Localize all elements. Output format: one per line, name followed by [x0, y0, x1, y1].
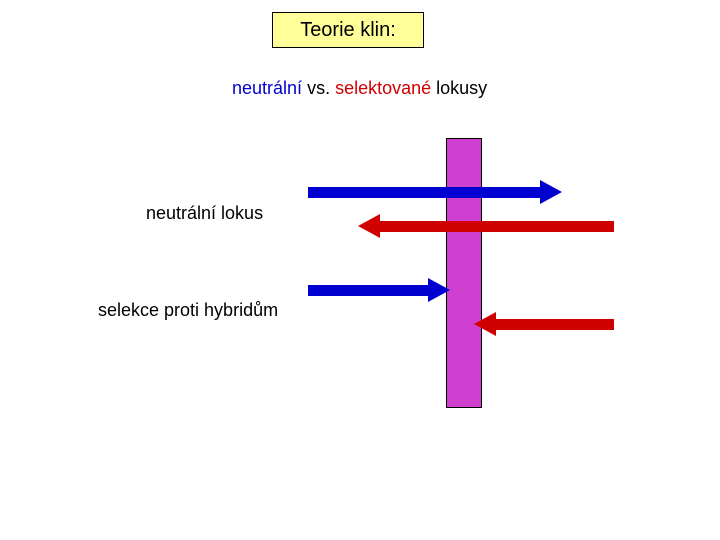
- subtitle-run: lokusy: [431, 78, 487, 98]
- arrow-head: [428, 278, 450, 302]
- arrow-shaft: [380, 221, 614, 232]
- arrow-head: [474, 312, 496, 336]
- label-selection: selekce proti hybridům: [98, 300, 278, 321]
- arrow-shaft: [308, 285, 428, 296]
- title-text: Teorie klin:: [300, 19, 396, 42]
- subtitle: neutrální vs. selektované lokusy: [232, 78, 487, 99]
- diagram-stage: Teorie klin: neutrální vs. selektované l…: [0, 0, 720, 540]
- subtitle-run: selektované: [335, 78, 431, 98]
- subtitle-run: neutrální: [232, 78, 302, 98]
- arrow-shaft: [308, 187, 540, 198]
- arrow-head: [358, 214, 380, 238]
- arrow-shaft: [496, 319, 614, 330]
- title-box: Teorie klin:: [272, 12, 424, 48]
- arrow-head: [540, 180, 562, 204]
- label-neutral: neutrální lokus: [146, 203, 263, 224]
- hybrid-zone-bar: [446, 138, 482, 408]
- subtitle-run: vs.: [302, 78, 335, 98]
